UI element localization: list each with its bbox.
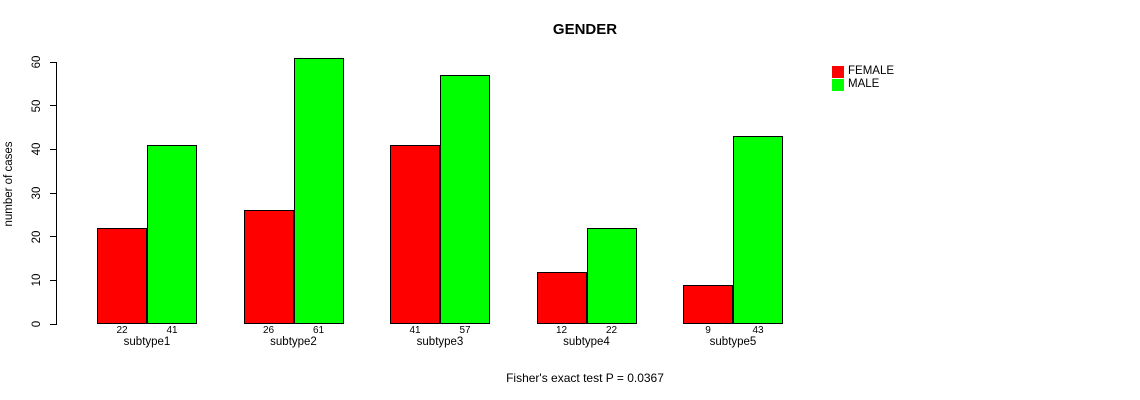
y-axis-tick: [50, 61, 56, 63]
bar-value-label-female-subtype3: 41: [409, 325, 421, 336]
bar-value-label-male-subtype3: 57: [459, 325, 471, 336]
bar-male-subtype2: [293, 57, 344, 324]
bar-value-label-female-subtype2: 26: [262, 325, 275, 336]
bar-value-label-female-subtype5: 9: [705, 325, 711, 336]
bar-male-subtype5: [733, 136, 783, 324]
y-axis-tick: [50, 279, 56, 281]
legend-label-female: FEMALE: [848, 65, 895, 77]
bar-value-label-female-subtype4: 12: [555, 325, 568, 336]
y-axis-tick: [50, 323, 56, 325]
category-label-subtype5: subtype5: [709, 336, 757, 348]
y-axis-tick: [50, 236, 56, 238]
category-label-subtype4: subtype4: [563, 336, 610, 348]
bar-value-label-male-subtype1: 41: [166, 325, 178, 336]
annotation-text: Fisher's exact test P = 0.0367: [506, 371, 664, 385]
bar-female-subtype4: [536, 271, 587, 324]
y-axis-tick-label: 20: [31, 230, 43, 244]
bar-male-subtype3: [440, 75, 490, 324]
y-axis-tick: [50, 148, 56, 150]
bar-value-label-male-subtype2: 61: [312, 325, 325, 336]
legend-label-male: MALE: [848, 78, 880, 90]
legend-swatch-male: [832, 79, 844, 91]
y-axis-line: [56, 62, 57, 325]
bar-value-label-male-subtype5: 43: [752, 325, 764, 336]
bar-male-subtype4: [586, 227, 637, 324]
bar-female-subtype5: [683, 284, 733, 324]
y-axis-tick-label: 60: [31, 55, 43, 69]
bar-male-subtype1: [147, 144, 197, 324]
category-label-subtype3: subtype3: [416, 336, 464, 348]
y-axis-tick-label: 40: [31, 142, 43, 156]
y-axis-tick: [50, 105, 56, 107]
y-axis-tick-label: 0: [31, 320, 43, 328]
bar-female-subtype2: [243, 210, 294, 324]
legend-swatch-female: [832, 66, 844, 78]
y-axis-tick: [50, 192, 56, 194]
category-label-subtype2: subtype2: [270, 336, 317, 348]
y-axis-tick-label: 30: [31, 186, 43, 200]
y-axis-tick-label: 50: [31, 99, 43, 113]
category-label-subtype1: subtype1: [123, 336, 171, 348]
bar-female-subtype1: [97, 227, 147, 324]
bar-value-label-female-subtype1: 22: [116, 325, 128, 336]
y-axis-tick-label: 10: [31, 273, 43, 287]
chart-title: GENDER: [552, 21, 618, 38]
y-axis-title: number of cases: [3, 141, 15, 227]
bar-value-label-male-subtype4: 22: [605, 325, 618, 336]
bar-female-subtype3: [390, 144, 440, 324]
